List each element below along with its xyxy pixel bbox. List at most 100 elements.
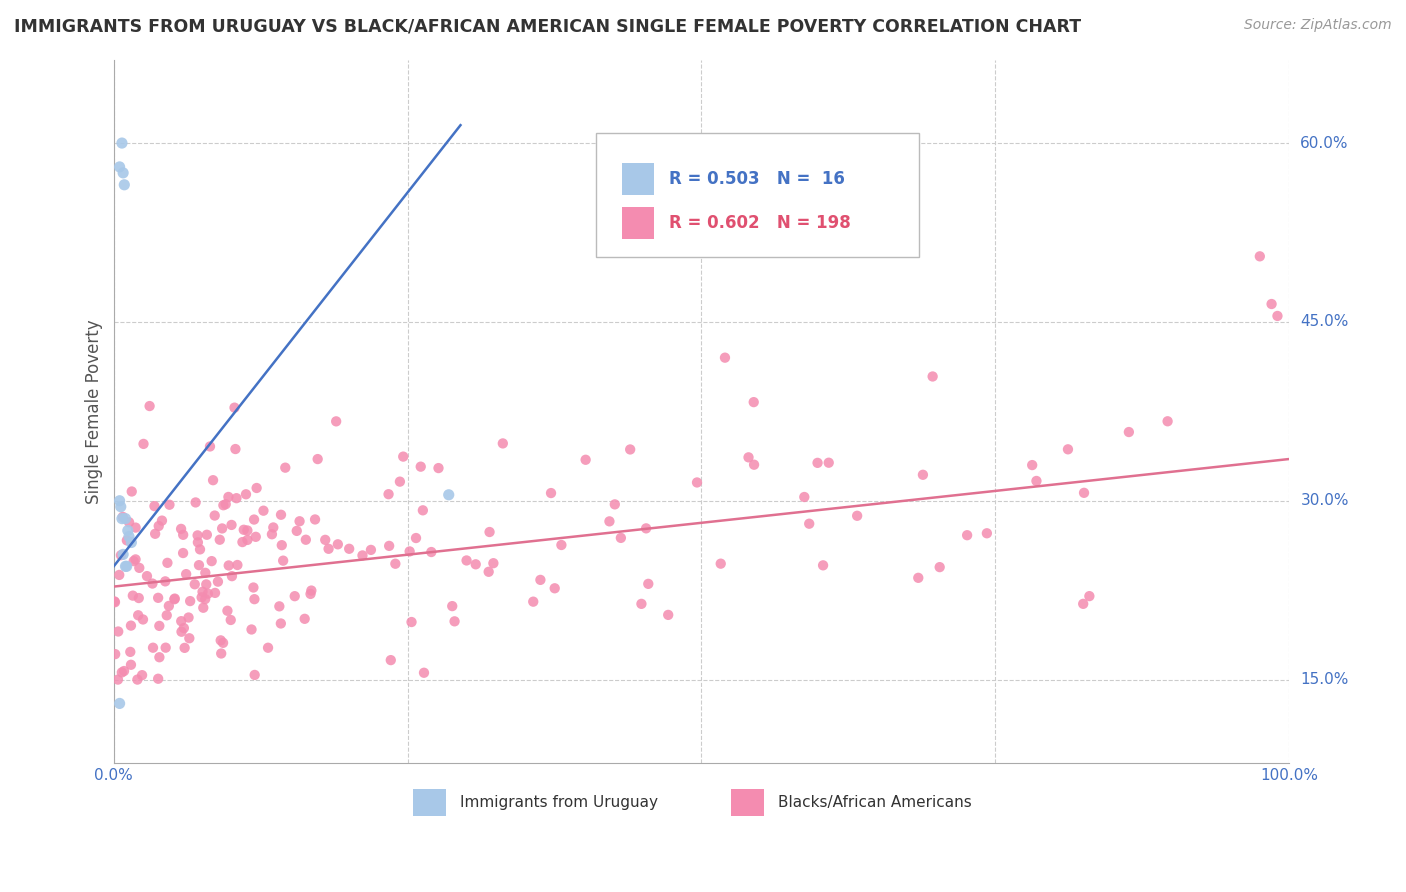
Point [179, 632, 201, 646]
Point [714, 351, 737, 365]
Point [174, 567, 197, 582]
Point [846, 508, 869, 523]
Point [177, 610, 200, 624]
Point [299, 583, 322, 598]
Point [115, 559, 138, 574]
Point [170, 614, 193, 628]
Point [114, 511, 136, 525]
Point [378, 539, 401, 553]
Point [380, 653, 402, 667]
Point [314, 533, 336, 547]
Point [318, 541, 340, 556]
Point [377, 487, 399, 501]
Point [911, 467, 934, 482]
Point [108, 568, 131, 582]
Point [240, 623, 263, 637]
Point [108, 493, 131, 508]
FancyBboxPatch shape [596, 134, 920, 257]
Point [132, 437, 155, 451]
Point [405, 531, 427, 545]
Point [225, 491, 247, 506]
Point [224, 442, 246, 456]
Point [128, 591, 150, 605]
Point [299, 587, 322, 601]
Point [124, 520, 146, 534]
Point [598, 514, 620, 528]
Point [132, 612, 155, 626]
Point [131, 668, 153, 682]
Point [522, 595, 544, 609]
Point [270, 508, 292, 522]
Point [235, 487, 257, 501]
Point [260, 527, 283, 541]
Point [148, 650, 170, 665]
Point [686, 475, 709, 490]
Point [163, 592, 186, 607]
Point [111, 136, 134, 150]
Point [110, 500, 132, 514]
Point [184, 495, 207, 509]
Point [159, 498, 181, 512]
Point [217, 490, 239, 504]
Point [187, 528, 209, 542]
Text: Source: ZipAtlas.com: Source: ZipAtlas.com [1244, 18, 1392, 32]
Point [204, 586, 226, 600]
Point [243, 592, 266, 607]
Point [121, 484, 143, 499]
Point [231, 535, 253, 549]
Point [190, 591, 212, 605]
Point [575, 452, 598, 467]
Point [172, 528, 194, 542]
Point [236, 524, 259, 538]
Point [737, 450, 759, 465]
Point [295, 533, 318, 547]
Point [1267, 309, 1289, 323]
Point [420, 545, 443, 559]
Point [478, 524, 501, 539]
Point [136, 569, 159, 583]
Point [111, 511, 134, 525]
Point [262, 520, 284, 534]
Text: 45.0%: 45.0% [1301, 314, 1348, 329]
Point [197, 587, 219, 601]
Point [104, 595, 127, 609]
Point [956, 528, 979, 542]
Point [122, 554, 145, 568]
Point [120, 535, 142, 549]
Point [104, 647, 127, 661]
Point [117, 524, 139, 538]
Point [636, 521, 658, 535]
Point [1249, 249, 1271, 263]
Point [1260, 297, 1282, 311]
Point [150, 514, 173, 528]
Point [143, 526, 166, 541]
Point [793, 490, 815, 504]
Point [170, 624, 193, 639]
Point [352, 549, 374, 563]
Point [188, 542, 211, 557]
Point [118, 529, 141, 543]
Point [630, 597, 652, 611]
Point [118, 515, 141, 529]
Point [337, 541, 360, 556]
Point [492, 436, 515, 450]
Point [157, 599, 180, 613]
Point [325, 414, 347, 428]
Point [388, 475, 411, 489]
Point [127, 673, 149, 687]
Point [246, 481, 269, 495]
Point [179, 594, 201, 608]
Point [269, 599, 291, 614]
Point [212, 636, 235, 650]
Point [173, 640, 195, 655]
Point [1073, 485, 1095, 500]
Point [112, 178, 135, 192]
Point [243, 512, 266, 526]
Point [148, 519, 170, 533]
Point [155, 640, 177, 655]
Point [811, 558, 834, 573]
Point [742, 458, 765, 472]
Point [184, 577, 207, 591]
Point [799, 516, 821, 531]
Point [657, 607, 679, 622]
